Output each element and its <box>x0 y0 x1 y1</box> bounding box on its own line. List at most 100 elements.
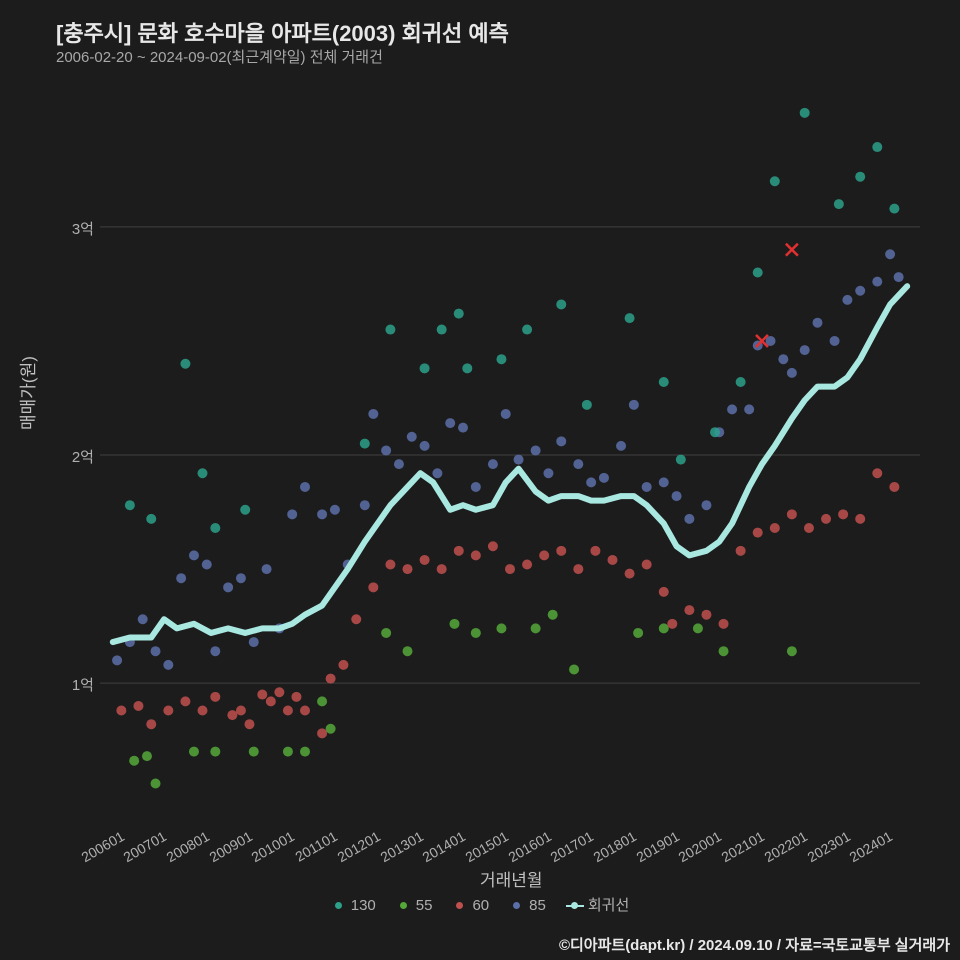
data-point <box>138 614 148 624</box>
data-point <box>116 706 126 716</box>
cross-mark <box>786 244 798 256</box>
data-point <box>667 619 677 629</box>
data-point <box>163 706 173 716</box>
data-point <box>501 409 511 419</box>
data-point <box>274 687 284 697</box>
data-point <box>210 523 220 533</box>
data-point <box>676 455 686 465</box>
data-point <box>889 482 899 492</box>
data-point <box>454 309 464 319</box>
data-point <box>300 706 310 716</box>
data-point <box>338 660 348 670</box>
data-point <box>445 418 455 428</box>
data-point <box>385 560 395 570</box>
data-point <box>804 523 814 533</box>
data-point <box>403 646 413 656</box>
y-tick-label: 2억 <box>54 446 94 467</box>
data-point <box>210 646 220 656</box>
data-point <box>330 505 340 515</box>
data-point <box>300 482 310 492</box>
data-point <box>522 325 532 335</box>
data-point <box>744 404 754 414</box>
data-point <box>582 400 592 410</box>
data-point <box>800 345 810 355</box>
data-point <box>163 660 173 670</box>
legend: 130 55 60 85 회귀선 <box>0 894 960 915</box>
legend-item: 130 <box>331 897 376 914</box>
y-tick-label: 1억 <box>54 674 94 695</box>
data-point <box>202 560 212 570</box>
data-point <box>787 509 797 519</box>
data-point <box>236 706 246 716</box>
data-point <box>787 368 797 378</box>
chart-subtitle: 2006-02-20 ~ 2024-09-02(최근계약일) 전체 거래건 <box>56 46 383 67</box>
data-point <box>210 692 220 702</box>
data-point <box>189 747 199 757</box>
chart-container: [충주시] 문화 호수마을 아파트(2003) 회귀선 예측 2006-02-2… <box>0 0 960 960</box>
data-point <box>432 468 442 478</box>
data-point <box>569 664 579 674</box>
data-point <box>889 204 899 214</box>
data-point <box>586 477 596 487</box>
data-point <box>599 473 609 483</box>
data-point <box>420 363 430 373</box>
data-point <box>407 432 417 442</box>
data-point <box>659 623 669 633</box>
data-point <box>505 564 515 574</box>
chart-plot <box>100 90 920 820</box>
data-point <box>616 441 626 451</box>
data-point <box>198 468 208 478</box>
data-point <box>684 605 694 615</box>
data-point <box>573 564 583 574</box>
data-point <box>496 354 506 364</box>
data-point <box>471 628 481 638</box>
data-point <box>198 706 208 716</box>
data-point <box>642 482 652 492</box>
data-point <box>894 272 904 282</box>
data-point <box>283 706 293 716</box>
data-point <box>659 587 669 597</box>
data-point <box>420 555 430 565</box>
data-point <box>381 445 391 455</box>
data-point <box>872 142 882 152</box>
data-point <box>736 546 746 556</box>
data-point <box>249 747 259 757</box>
data-point <box>821 514 831 524</box>
legend-label: 60 <box>472 897 489 914</box>
data-point <box>885 249 895 259</box>
data-point <box>471 482 481 492</box>
legend-item: 85 <box>509 897 546 914</box>
data-point <box>227 710 237 720</box>
legend-label: 55 <box>416 897 433 914</box>
data-point <box>449 619 459 629</box>
data-point <box>522 560 532 570</box>
data-point <box>210 747 220 757</box>
data-point <box>326 724 336 734</box>
data-point <box>629 400 639 410</box>
data-point <box>753 528 763 538</box>
data-point <box>701 500 711 510</box>
data-point <box>719 619 729 629</box>
data-point <box>189 550 199 560</box>
data-point <box>693 623 703 633</box>
legend-item: 회귀선 <box>566 894 629 915</box>
data-point <box>684 514 694 524</box>
data-point <box>351 614 361 624</box>
data-point <box>291 692 301 702</box>
data-point <box>672 491 682 501</box>
data-point <box>180 696 190 706</box>
data-point <box>778 354 788 364</box>
data-point <box>625 569 635 579</box>
data-point <box>317 509 327 519</box>
data-point <box>701 610 711 620</box>
data-point <box>133 701 143 711</box>
data-point <box>244 719 254 729</box>
data-point <box>842 295 852 305</box>
data-point <box>753 268 763 278</box>
data-point <box>496 623 506 633</box>
data-point <box>531 445 541 455</box>
data-point <box>394 459 404 469</box>
data-point <box>556 546 566 556</box>
data-point <box>454 546 464 556</box>
data-point <box>800 108 810 118</box>
